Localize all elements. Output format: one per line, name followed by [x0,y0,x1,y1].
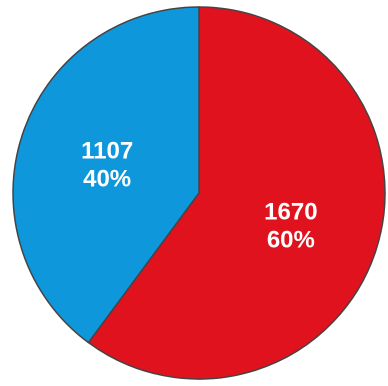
pie-labels: 1670 60% 1107 40% [81,138,317,254]
slice-percent-label-60: 60% [267,226,315,253]
pie-slice-1107 [12,6,200,344]
slice-value-label-1670: 1670 [264,198,317,225]
pie-slice-1670 [87,6,386,380]
pie-slices [12,6,386,380]
slice-percent-label-40: 40% [83,166,131,193]
slice-value-label-1107: 1107 [81,138,133,165]
